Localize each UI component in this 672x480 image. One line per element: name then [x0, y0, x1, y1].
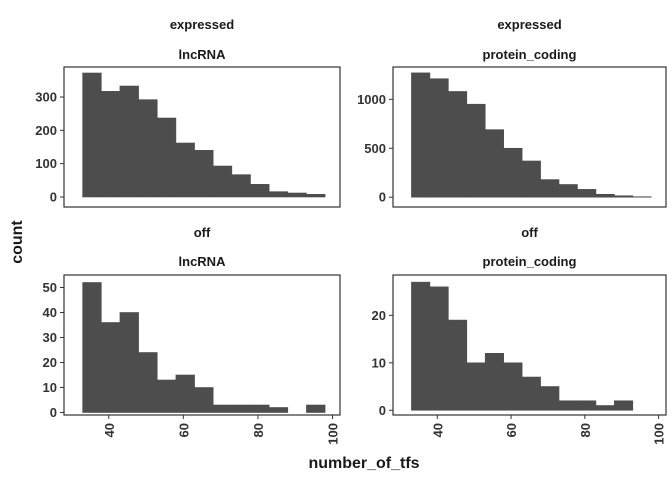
histogram-bar	[100, 91, 121, 198]
histogram-bar	[268, 407, 289, 413]
x-tick-label: 40	[102, 423, 117, 437]
x-tick-label: 40	[430, 423, 445, 437]
facet-panel: expressed protein_coding 0 500 1000	[357, 17, 667, 208]
y-tick-label: 30	[43, 330, 57, 345]
histogram-bar	[138, 352, 158, 413]
y-tick-label: 40	[43, 305, 57, 320]
facet-strip-label: protein_coding	[483, 47, 577, 62]
histogram-bar	[231, 174, 251, 198]
y-tick-label: 300	[35, 90, 57, 105]
histogram-bar	[268, 191, 289, 198]
histogram-bar	[577, 189, 597, 198]
histogram-bar	[156, 117, 177, 198]
histogram-bar	[503, 147, 523, 198]
facet-strip-label: expressed	[497, 17, 561, 32]
x-tick-label: 60	[504, 423, 519, 437]
panel-border	[392, 66, 667, 208]
histogram-bar	[429, 78, 449, 198]
histogram-bar	[614, 400, 634, 411]
histogram-bar	[306, 404, 326, 413]
y-tick-label: 50	[43, 280, 57, 295]
histogram-bar	[484, 129, 504, 198]
x-tick-label: 100	[326, 423, 341, 445]
y-tick-label: 100	[35, 156, 57, 171]
histogram-bar	[175, 374, 195, 413]
histogram-bar	[82, 72, 102, 198]
histogram-bar	[82, 282, 102, 413]
facet-strip-label: lncRNA	[179, 254, 227, 269]
histogram-bar	[540, 386, 560, 411]
y-tick-label: 0	[379, 190, 386, 205]
facet-panel: off protein_coding 0 10 20 40 60 80 100	[372, 225, 667, 445]
histogram-bar	[540, 179, 560, 198]
histogram-bar	[521, 160, 541, 198]
y-tick-label: 10	[372, 355, 386, 370]
histogram-bar	[212, 165, 233, 198]
histogram-bar	[577, 400, 597, 411]
x-tick-label: 80	[251, 423, 266, 437]
panel-border	[63, 274, 341, 416]
histogram-bar	[466, 362, 486, 411]
y-tick-label: 0	[379, 403, 386, 418]
x-tick-label: 80	[578, 423, 593, 437]
y-tick-label: 20	[372, 308, 386, 323]
histogram-bar	[119, 312, 139, 413]
x-axis-title: number_of_tfs	[308, 455, 419, 472]
histogram-bar	[194, 150, 214, 198]
histogram-bar	[306, 194, 326, 198]
y-tick-label: 500	[364, 141, 386, 156]
facet-strip-label: lncRNA	[179, 47, 227, 62]
facet-strip-label: off	[194, 225, 211, 240]
histogram-bar	[212, 404, 233, 413]
histogram-bar	[250, 184, 270, 198]
histogram-bar	[411, 281, 431, 411]
histogram-bar	[119, 85, 139, 198]
histogram-bar	[411, 72, 431, 198]
y-tick-label: 200	[35, 123, 57, 138]
histogram-bar	[138, 99, 158, 198]
histogram-bar	[484, 353, 504, 411]
histogram-bar	[448, 91, 468, 198]
y-tick-label: 0	[50, 190, 57, 205]
x-tick-label: 60	[176, 423, 191, 437]
facet-strip-label: expressed	[170, 17, 234, 32]
histogram-bar	[448, 319, 468, 411]
histogram-bar	[595, 193, 615, 198]
y-axis-title: count	[9, 220, 26, 264]
panel-border	[63, 66, 341, 208]
histogram-bar	[521, 376, 541, 411]
histogram-bar	[287, 192, 307, 198]
histogram-bar	[175, 142, 195, 198]
x-tick-label: 100	[652, 423, 667, 445]
y-tick-label: 1000	[357, 92, 386, 107]
facet-strip-label: off	[521, 225, 538, 240]
histogram-bar	[595, 405, 615, 411]
histogram-bar	[558, 400, 578, 411]
facet-strip-label: protein_coding	[483, 254, 577, 269]
histogram-bar	[429, 286, 449, 411]
y-tick-label: 20	[43, 355, 57, 370]
histogram-bar	[100, 322, 121, 413]
histogram-bar	[156, 379, 177, 413]
histogram-bar	[503, 362, 523, 411]
panel-border	[392, 274, 667, 416]
histogram-bar	[558, 184, 578, 198]
histogram-bar	[231, 404, 251, 413]
histogram-bar	[466, 103, 486, 198]
histogram-bar	[614, 195, 634, 198]
histogram-bar	[194, 387, 214, 413]
y-tick-label: 0	[50, 405, 57, 420]
histogram-bar	[250, 404, 270, 413]
y-tick-label: 10	[43, 380, 57, 395]
facet-panel: expressed lncRNA 0 100 200 300	[35, 17, 341, 208]
facet-panel: off lncRNA 0 10 20 30 40 50 40 60 80 100	[43, 225, 341, 445]
